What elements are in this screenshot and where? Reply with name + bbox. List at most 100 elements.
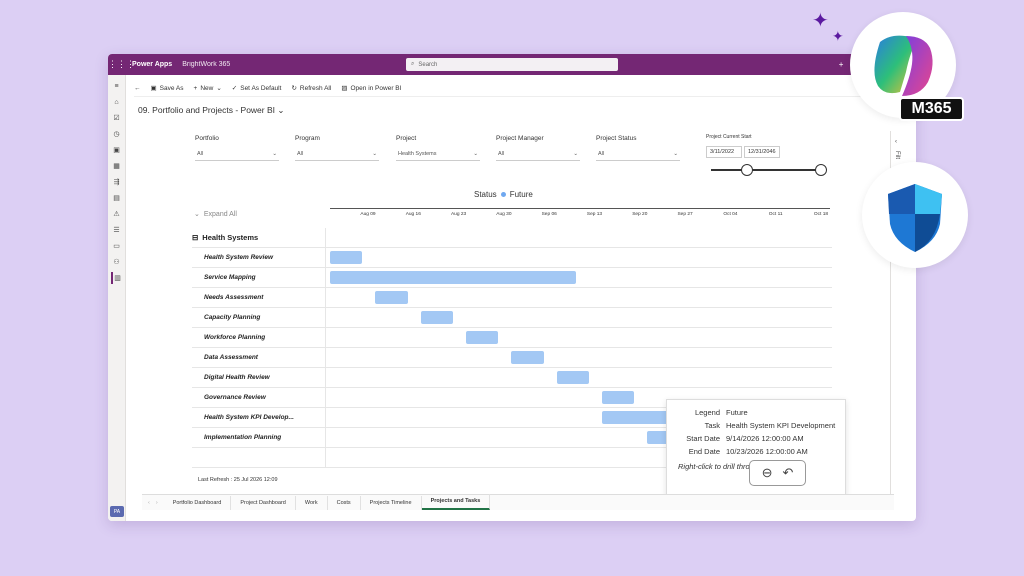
refresh-all-button[interactable]: ↻ Refresh All	[291, 84, 331, 93]
task-bar[interactable]	[375, 291, 408, 304]
tab-item[interactable]: Projects Timeline	[361, 496, 422, 510]
checklist-icon[interactable]: ☑	[113, 115, 120, 122]
axis-tick-label: Oct 18	[813, 212, 829, 217]
new-button[interactable]: + New ⌄	[194, 84, 222, 93]
filter-project-manager[interactable]: Project Manager All ⌄	[496, 135, 580, 161]
filter-project[interactable]: Project Health Systems ⌄	[396, 135, 480, 161]
column-separator	[325, 308, 326, 327]
clock-icon[interactable]: ◷	[113, 131, 120, 138]
column-separator	[325, 368, 326, 387]
filter-dropdown[interactable]: All ⌄	[496, 148, 580, 161]
task-name: Governance Review	[204, 394, 266, 401]
task-row[interactable]: Needs Assessment	[192, 288, 832, 308]
task-row[interactable]: Governance Review	[192, 388, 832, 408]
chevron-left-icon: ‹	[895, 139, 897, 145]
start-date-input[interactable]: 3/11/2022	[706, 146, 742, 158]
task-bar[interactable]	[420, 311, 453, 324]
filter-dropdown[interactable]: All ⌄	[596, 148, 680, 161]
end-date-input[interactable]: 12/31/2046	[744, 146, 780, 158]
home-icon[interactable]: ⌂	[114, 98, 119, 106]
chevron-right-icon[interactable]: ›	[155, 499, 158, 506]
box-icon[interactable]: ▣	[113, 147, 120, 154]
task-name: Health System Review	[204, 254, 274, 261]
tab-item[interactable]: Costs	[328, 496, 361, 510]
group-name: Health Systems	[202, 233, 259, 242]
back-button[interactable]: ←	[134, 84, 141, 92]
open-powerbi-button[interactable]: ▨ Open in Power BI	[341, 84, 402, 93]
column-separator	[325, 408, 326, 427]
copilot-logo-icon	[874, 35, 933, 96]
page-title[interactable]: 09. Portfolio and Projects - Power BI ⌄	[138, 105, 285, 116]
tab-item[interactable]: Portfolio Dashboard	[164, 496, 232, 510]
hierarchy-icon[interactable]: ⚇	[113, 259, 120, 266]
expand-all-button[interactable]: ⌄ Expand All	[194, 210, 237, 219]
flow-icon[interactable]: ⇶	[113, 179, 120, 186]
calendar-icon[interactable]: ▦	[113, 163, 120, 170]
task-bar[interactable]	[511, 351, 544, 364]
document-icon[interactable]: ▤	[113, 195, 120, 202]
open-powerbi-label: Open in Power BI	[350, 84, 402, 92]
chart-icon[interactable]: ▥	[110, 272, 123, 284]
area-badge[interactable]: PA	[110, 506, 124, 517]
refresh-icon: ↻	[291, 85, 297, 92]
filters-pane-label: Filt	[894, 151, 900, 159]
slider-start-handle[interactable]	[741, 164, 753, 176]
task-bar[interactable]	[601, 391, 635, 404]
axis-tick-label: Sep 13	[586, 212, 603, 217]
back-circle-icon[interactable]: ⊖	[761, 465, 773, 480]
axis-tick-label: Aug 30	[496, 212, 512, 217]
save-as-button[interactable]: ▣ Save As	[150, 84, 184, 93]
task-bar[interactable]	[330, 251, 363, 264]
app-name[interactable]: Power Apps	[132, 61, 173, 68]
tooltip-task-value: Health System KPI Development	[726, 421, 836, 430]
group-row[interactable]: ⊟ Health Systems	[192, 228, 832, 248]
waffle-icon[interactable]: ⋮⋮⋮	[108, 59, 135, 69]
legend-item[interactable]: Future	[509, 190, 533, 199]
set-default-button[interactable]: ✓ Set As Default	[232, 84, 282, 93]
filter-value: All	[598, 151, 605, 157]
filter-project-status[interactable]: Project Status All ⌄	[596, 135, 680, 161]
filter-label: Project	[396, 135, 417, 142]
filters-pane[interactable]: ‹ Filt	[890, 131, 904, 494]
task-bar[interactable]	[330, 271, 576, 284]
tab-item[interactable]: Project Dashboard	[231, 496, 296, 510]
filter-dropdown[interactable]: Health Systems ⌄	[396, 148, 480, 161]
menu-icon[interactable]: ≡	[114, 82, 119, 90]
filter-program[interactable]: Program All ⌄	[295, 135, 379, 161]
filter-dropdown[interactable]: All ⌄	[195, 148, 279, 161]
collapse-icon[interactable]: ⊟	[192, 233, 199, 242]
date-range-slider[interactable]	[711, 164, 827, 176]
tab-item[interactable]: Work	[296, 496, 328, 510]
column-separator	[325, 348, 326, 367]
task-row[interactable]: Service Mapping	[192, 268, 832, 288]
task-bar[interactable]	[465, 331, 499, 344]
search-input[interactable]: ⌕ Search	[406, 58, 618, 71]
plus-icon[interactable]: +	[838, 60, 844, 69]
expand-all-label: Expand All	[203, 210, 237, 218]
slider-end-handle[interactable]	[815, 164, 827, 176]
left-nav: ≡ ⌂ ☑ ◷ ▣ ▦ ⇶ ▤ ⚠ ☰ ▭ ⚇ ▥ PA	[108, 75, 126, 521]
column-separator	[325, 448, 326, 467]
task-bar[interactable]	[556, 371, 589, 384]
save-icon: ▣	[150, 85, 157, 92]
task-row[interactable]: Data Assessment	[192, 348, 832, 368]
filter-dropdown[interactable]: All ⌄	[295, 148, 379, 161]
chevron-left-icon[interactable]: ‹	[148, 499, 150, 506]
task-name: Data Assessment	[204, 354, 258, 361]
chevron-down-icon: ⌄	[277, 105, 285, 115]
list-icon[interactable]: ☰	[113, 227, 120, 234]
filter-portfolio[interactable]: Portfolio All ⌄	[195, 135, 279, 161]
chevron-down-icon: ⌄	[216, 85, 222, 92]
warning-icon[interactable]: ⚠	[113, 211, 120, 218]
tab-item[interactable]: Projects and Tasks	[421, 494, 491, 510]
task-row[interactable]: Health System Review	[192, 248, 832, 268]
task-row[interactable]: Capacity Planning	[192, 308, 832, 328]
briefcase-icon[interactable]: ▭	[113, 243, 120, 250]
axis-tick-label: Oct 11	[768, 212, 783, 217]
set-default-label: Set As Default	[240, 84, 282, 92]
undo-icon[interactable]: ↶	[782, 465, 794, 480]
task-row[interactable]: Digital Health Review	[192, 368, 832, 388]
axis-tick-label: Aug 09	[360, 212, 376, 217]
report-tabs: ‹ › Portfolio Dashboard Project Dashboard…	[142, 494, 894, 510]
task-row[interactable]: Workforce Planning	[192, 328, 832, 348]
